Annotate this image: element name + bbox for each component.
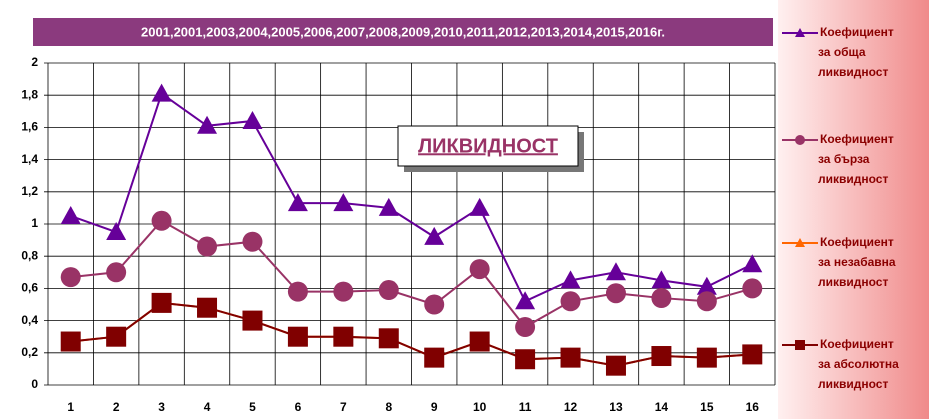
marker — [795, 340, 805, 350]
marker — [651, 270, 672, 289]
marker — [378, 197, 399, 216]
marker — [795, 238, 805, 247]
legend-box — [778, 0, 929, 419]
x-tick-label: 1 — [67, 400, 74, 414]
marker — [424, 294, 445, 315]
x-tick-label: 8 — [385, 400, 392, 414]
legend-label: Коефициент за незабавна ликвидност — [818, 235, 896, 289]
chart-title: ЛИКВИДНОСТ — [418, 135, 558, 157]
y-tick-label: 0,6 — [21, 281, 38, 295]
marker — [560, 291, 581, 312]
marker — [651, 346, 672, 367]
series-line — [70, 301, 753, 367]
marker — [469, 259, 490, 280]
y-tick-label: 1,8 — [21, 87, 38, 101]
x-tick-label: 2 — [113, 400, 120, 414]
plot: 00,20,40,60,811,21,41,61,821 2 3 4 5 6 7 8 9 10 11… — [21, 55, 776, 414]
marker — [424, 347, 445, 368]
marker — [197, 297, 218, 318]
y-tick-label: 0,8 — [21, 248, 38, 262]
marker — [795, 28, 805, 37]
marker — [106, 262, 127, 283]
marker — [197, 236, 218, 257]
marker — [696, 276, 717, 295]
marker — [605, 355, 626, 376]
y-tick-label: 0,4 — [21, 313, 38, 327]
x-tick-label: 4 — [204, 400, 211, 414]
legend-label: Коефициент за абсолютна ликвидност — [818, 337, 899, 391]
marker — [287, 326, 308, 347]
marker — [742, 344, 763, 365]
y-tick-label: 1,4 — [21, 152, 38, 166]
y-tick-label: 0 — [31, 377, 38, 391]
marker — [106, 222, 127, 241]
marker — [378, 280, 399, 301]
series-line — [70, 219, 753, 329]
marker — [378, 328, 399, 349]
marker — [151, 210, 172, 231]
legend-label: Коефициент за обща ликвидност — [818, 25, 894, 79]
marker — [242, 310, 263, 331]
marker — [742, 254, 763, 273]
subtitle: 2001,2001,2003,2004,2005,2006,2007,2008,… — [141, 24, 665, 39]
x-tick-label: 3 — [158, 400, 165, 414]
x-tick-label: 10 — [473, 400, 487, 414]
marker — [60, 205, 81, 224]
marker — [242, 110, 263, 129]
legend-label: Коефициент за бърза ликвидност — [818, 132, 894, 186]
marker — [795, 135, 805, 145]
x-tick-label: 9 — [431, 400, 438, 414]
marker — [197, 115, 218, 134]
y-tick-label: 1,6 — [21, 120, 38, 134]
marker — [605, 262, 626, 281]
marker — [515, 349, 536, 370]
marker — [651, 288, 672, 309]
marker — [287, 281, 308, 302]
x-tick-label: 12 — [564, 400, 578, 414]
marker — [151, 83, 172, 102]
x-tick-label: 5 — [249, 400, 256, 414]
marker — [60, 331, 81, 352]
marker — [515, 317, 536, 338]
marker — [60, 267, 81, 288]
marker — [560, 347, 581, 368]
x-tick-label: 15 — [700, 400, 714, 414]
x-tick-label: 6 — [295, 400, 302, 414]
marker — [333, 326, 354, 347]
marker — [515, 291, 536, 310]
subtitle-box — [33, 18, 773, 46]
y-tick-label: 2 — [31, 55, 38, 69]
series-line — [70, 91, 753, 303]
y-tick-label: 1,2 — [21, 184, 38, 198]
marker — [333, 193, 354, 212]
marker — [696, 347, 717, 368]
marker — [560, 270, 581, 289]
marker — [424, 226, 445, 245]
y-tick-label: 0,2 — [21, 345, 38, 359]
marker — [106, 326, 127, 347]
x-tick-label: 7 — [340, 400, 347, 414]
marker — [696, 291, 717, 312]
x-tick-label: 11 — [519, 400, 532, 414]
marker — [469, 331, 490, 352]
marker — [151, 292, 172, 313]
marker — [242, 231, 263, 252]
y-tick-label: 1 — [31, 216, 38, 230]
x-tick-label: 16 — [746, 400, 760, 414]
marker — [742, 278, 763, 299]
marker — [287, 193, 308, 212]
marker — [469, 197, 490, 216]
x-tick-label: 13 — [609, 400, 623, 414]
title-box — [397, 125, 579, 167]
marker — [605, 283, 626, 304]
x-tick-label: 14 — [655, 400, 669, 414]
marker — [333, 281, 354, 302]
